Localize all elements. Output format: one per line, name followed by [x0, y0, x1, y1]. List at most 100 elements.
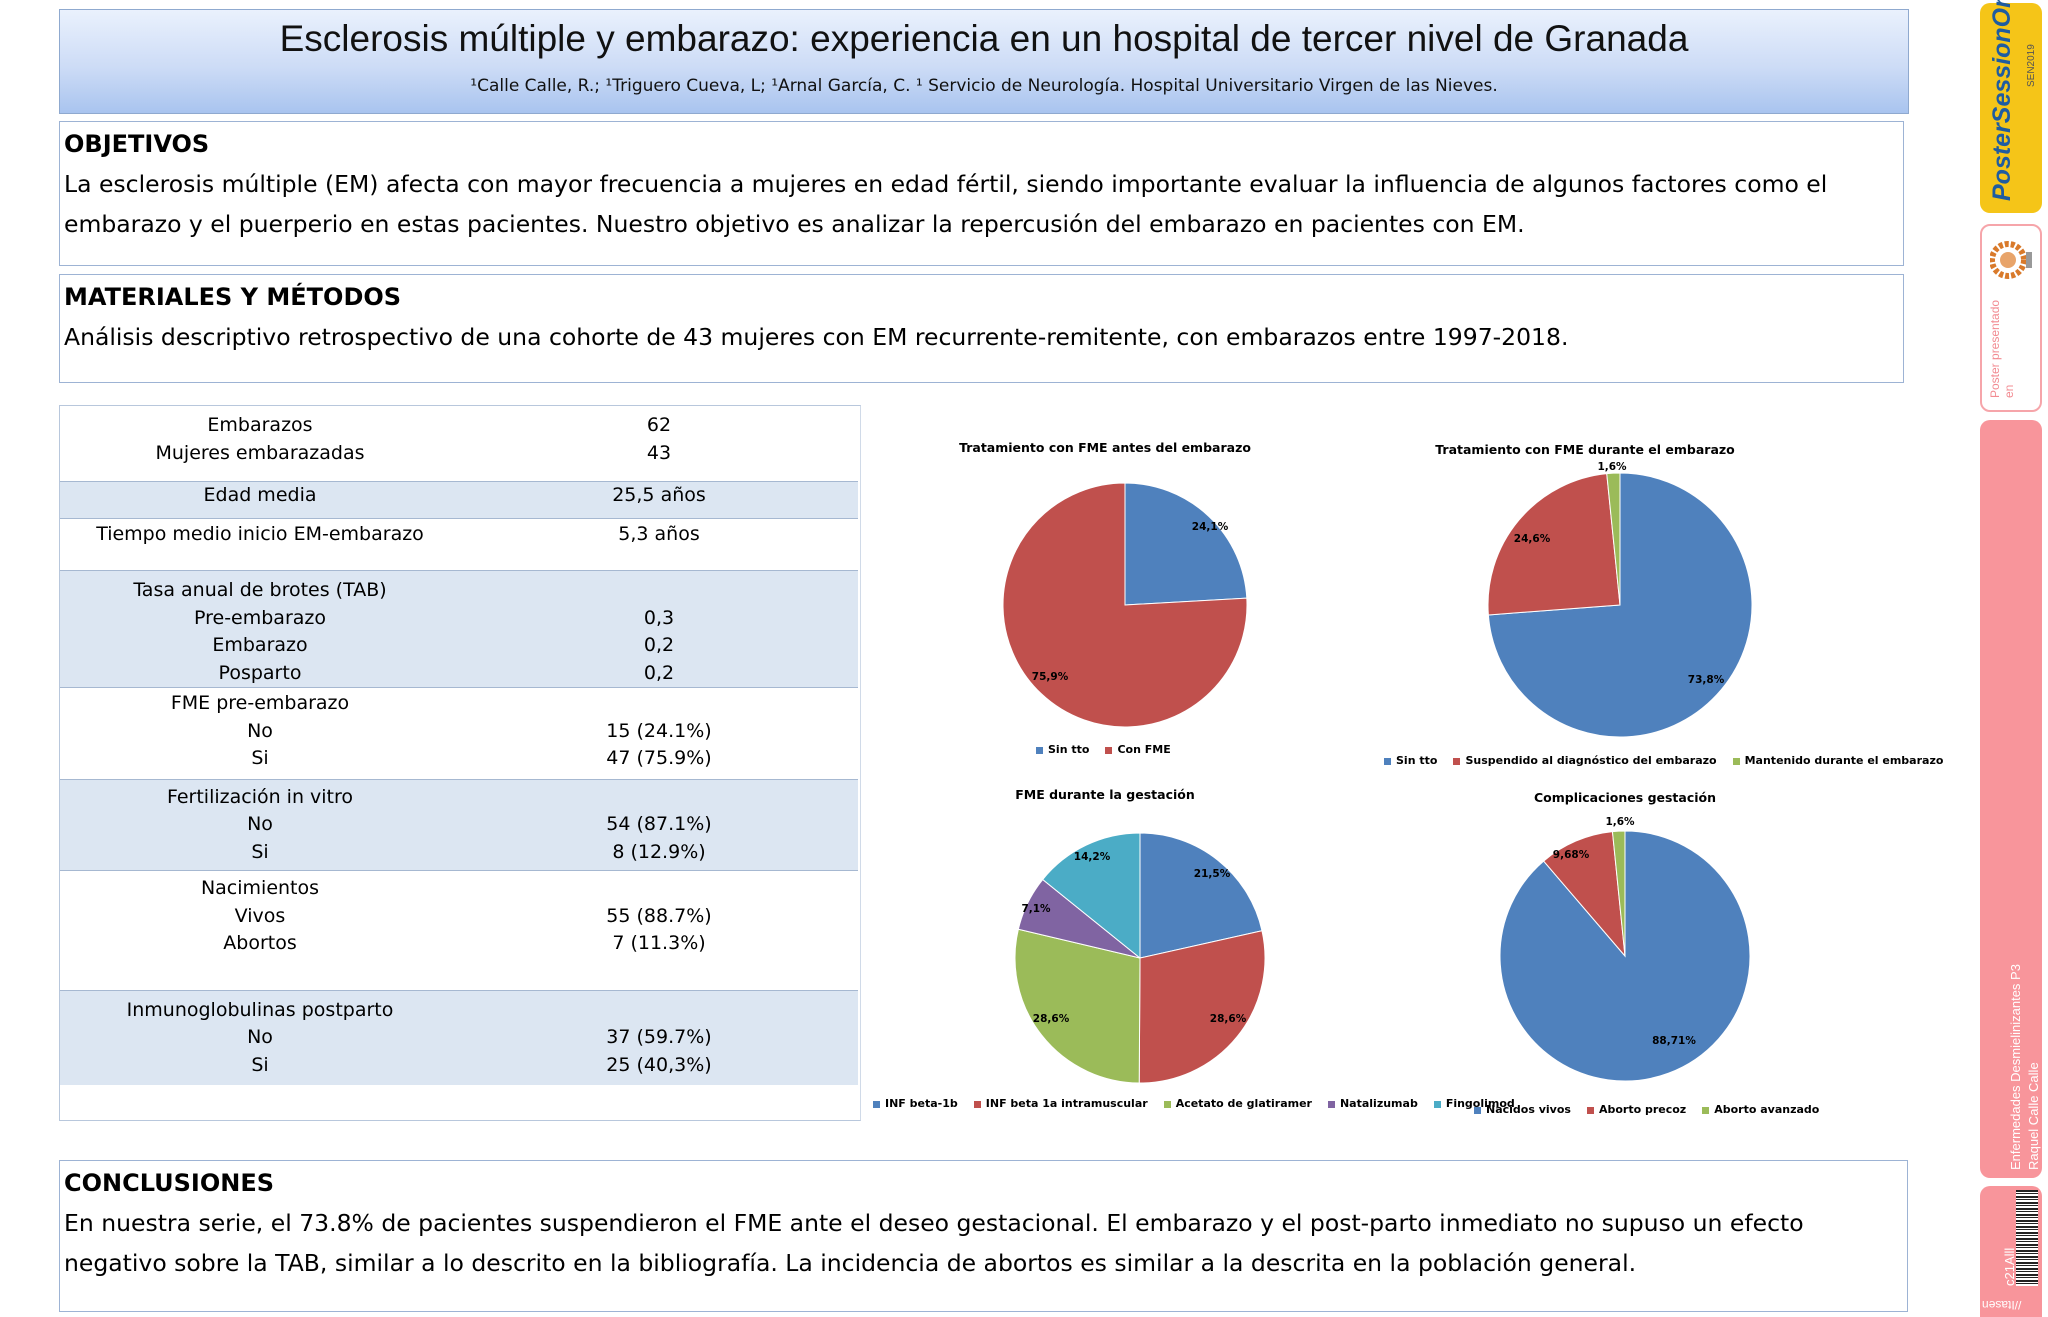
legend-label: Fingolimod	[1445, 1097, 1515, 1110]
legend-item: Sin tto	[1036, 743, 1089, 756]
pie-slice	[1487, 473, 1621, 616]
chart-4-title: Complicaciones gestación	[1533, 790, 1717, 805]
table-row: Si 25 (40,3%)	[60, 1051, 858, 1085]
logo-small-text: SEN2019	[2026, 44, 2037, 87]
table-cell-label: Embarazo	[60, 632, 460, 660]
conclusiones-text: En nuestra serie, el 73.8% de pacientes …	[64, 1209, 1804, 1277]
pie-data-label: 28,6%	[1033, 1013, 1070, 1025]
legend-item: Natalizumab	[1327, 1097, 1418, 1110]
legend-item: Nacidos vivos	[1474, 1103, 1571, 1116]
legend-item: Suspendido al diagnóstico del embarazo	[1453, 754, 1717, 767]
conclusiones-section: CONCLUSIONES En nuestra serie, el 73.8% …	[59, 1160, 1908, 1312]
legend-label: Aborto avanzado	[1714, 1103, 1820, 1116]
pie-slice	[1611, 830, 1626, 957]
legend-swatch	[1036, 746, 1043, 754]
pie-data-label: 88,71%	[1652, 1035, 1696, 1047]
pie-data-label: 24,1%	[1192, 521, 1229, 533]
table-row: Si 8 (12.9%)	[60, 838, 858, 871]
table-cell-label: Si	[60, 838, 460, 871]
table-cell-value: 55 (88.7%)	[460, 902, 858, 930]
legend-swatch	[1163, 1100, 1171, 1108]
legend-swatch	[1433, 1100, 1441, 1108]
logo-text: PosterSessionOnline	[1988, 0, 2016, 201]
legend-item: Sin tto	[1384, 754, 1437, 767]
table-cell-value	[460, 687, 858, 718]
presented-label: Poster presentado en	[1988, 299, 2016, 398]
pie-data-label: 1,6%	[1597, 461, 1627, 473]
pie-slice	[1014, 928, 1141, 1084]
table-cell-label: Edad media	[60, 481, 460, 518]
legend-swatch	[973, 1100, 981, 1108]
table-cell-label: Pre-embarazo	[60, 604, 460, 632]
legend-label: Mantenido durante el embarazo	[1744, 754, 1944, 767]
legend-swatch	[1453, 757, 1461, 765]
pie-slice	[1002, 482, 1248, 728]
legend-item: INF beta-1b	[873, 1097, 958, 1110]
table-cell-value: 0,3	[460, 604, 858, 632]
pie-data-label: 1,6%	[1605, 816, 1635, 828]
results-table: Embarazos 62 Mujeres embarazadas 43 Edad med…	[60, 406, 858, 1085]
chart-3-legend: INF beta-1b INF beta 1a intramuscular Acet…	[873, 1097, 1531, 1110]
pie-data-label: 75,9%	[1032, 671, 1069, 683]
table-cell-label: Tasa anual de brotes (TAB)	[60, 570, 460, 605]
table-row: Abortos 7 (11.3%)	[60, 930, 858, 990]
poster: Esclerosis múltiple y embarazo: experien…	[59, 9, 1944, 1312]
legend-item: Fingolimod	[1433, 1097, 1515, 1110]
legend-swatch	[1732, 757, 1740, 765]
table-row: FME pre-embarazo	[60, 687, 858, 718]
table-row: Fertilización in vitro	[60, 778, 858, 811]
table-row: Posparto 0,2	[60, 659, 858, 688]
chart-1-pie: 24,1% 75,9%	[1002, 482, 1248, 728]
session-name: Enfermedades Desmielinizantes P3	[2008, 964, 2023, 1170]
results-table-wrapper: Embarazos 62 Mujeres embarazadas 43 Edad med…	[59, 405, 861, 1121]
table-cell-value	[460, 778, 858, 811]
table-row: Pre-embarazo 0,3	[60, 604, 858, 632]
chart-1-legend: Sin tto Con FME	[1036, 743, 1187, 756]
table-row: Embarazos 62	[60, 406, 858, 440]
legend-item: Aborto avanzado	[1702, 1103, 1819, 1116]
poster-code-panel: c21Alll //Itasen	[1980, 1186, 2042, 1317]
table-cell-label: Si	[60, 745, 460, 779]
table-cell-value	[460, 870, 858, 903]
brand-text: //Itasen	[1982, 1298, 2022, 1312]
poster-code: c21Alll	[2002, 1247, 2017, 1286]
chart-4-pie: 88,71% 9,68% 1,6%	[1499, 816, 1751, 1082]
poster-header: Esclerosis múltiple y embarazo: experien…	[59, 9, 1909, 114]
table-cell-label: No	[60, 717, 460, 745]
table-row: No 37 (59.7%)	[60, 1024, 858, 1052]
legend-item: Aborto precoz	[1586, 1103, 1686, 1116]
table-row: No 15 (24.1%)	[60, 717, 858, 745]
table-cell-label: Tiempo medio inicio EM-embarazo	[60, 517, 460, 571]
institution-panel: Poster presentado en	[1980, 224, 2042, 412]
table-cell-label: Inmunoglobulinas postparto	[60, 989, 460, 1024]
legend-swatch	[1384, 757, 1391, 765]
table-cell-label: Vivos	[60, 902, 460, 930]
chart-3-pie: 21,5% 28,6% 28,6% 7,1% 14,2%	[1014, 832, 1266, 1084]
pie-data-label: 14,2%	[1074, 851, 1111, 863]
objetivos-heading: OBJETIVOS	[64, 130, 210, 158]
table-row: Tasa anual de brotes (TAB)	[60, 570, 858, 605]
pie-slice	[1041, 832, 1141, 960]
pie-data-label: 9,68%	[1553, 849, 1590, 861]
table-cell-value: 25 (40,3%)	[460, 1051, 858, 1085]
pie-slice	[1606, 472, 1621, 606]
pie-slice	[1542, 831, 1626, 958]
table-cell-value: 47 (75.9%)	[460, 745, 858, 779]
chart-2-pie: 73,8% 24,6% 1,6%	[1487, 461, 1753, 738]
table-cell-value	[460, 989, 858, 1024]
table-cell-value: 25,5 años	[460, 481, 858, 518]
chart-1-title: Tratamiento con FME antes del embarazo	[959, 440, 1251, 455]
legend-swatch	[1474, 1106, 1481, 1114]
table-cell-value	[460, 570, 858, 605]
metodos-section: MATERIALES Y MÉTODOS Análisis descriptiv…	[59, 274, 1904, 383]
table-cell-label: Embarazos	[60, 406, 460, 440]
poster-authors: ¹Calle Calle, R.; ¹Triguero Cueva, L; ¹A…	[470, 76, 1498, 96]
legend-swatch	[1702, 1106, 1710, 1114]
table-row: No 54 (87.1%)	[60, 811, 858, 839]
table-cell-value: 8 (12.9%)	[460, 838, 858, 871]
table-row: Si 47 (75.9%)	[60, 745, 858, 779]
pie-slice	[1138, 930, 1266, 1084]
legend-swatch	[1586, 1106, 1594, 1114]
table-cell-label: Abortos	[60, 930, 460, 990]
poster-session-logo[interactable]: PosterSessionOnline SEN2019	[1980, 0, 2042, 213]
